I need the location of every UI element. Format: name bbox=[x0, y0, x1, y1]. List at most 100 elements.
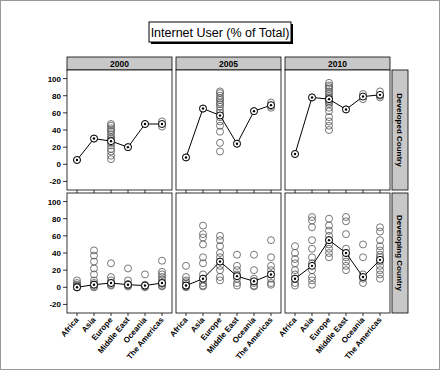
x-tick bbox=[363, 313, 364, 316]
line-marker bbox=[309, 94, 316, 101]
y-tick-label: 80 bbox=[52, 92, 61, 101]
point bbox=[142, 271, 149, 278]
line-marker-dot bbox=[362, 276, 364, 278]
line-marker bbox=[91, 135, 98, 142]
line-marker-dot bbox=[236, 275, 238, 277]
line-marker bbox=[360, 274, 367, 281]
line-marker-dot bbox=[127, 284, 129, 286]
line-marker-dot bbox=[236, 143, 238, 145]
x-tick bbox=[237, 313, 238, 316]
y-tick bbox=[63, 218, 67, 219]
point bbox=[377, 224, 384, 231]
line-marker bbox=[74, 157, 81, 164]
x-tick bbox=[220, 313, 221, 316]
point bbox=[183, 154, 190, 161]
line-marker-dot bbox=[219, 260, 221, 262]
x-tick bbox=[312, 313, 313, 316]
line-marker bbox=[292, 275, 299, 282]
point bbox=[343, 250, 350, 257]
line-marker bbox=[125, 281, 132, 288]
point bbox=[377, 228, 384, 235]
point bbox=[326, 215, 333, 222]
point bbox=[343, 214, 350, 221]
y-tick-label: 60 bbox=[52, 109, 61, 118]
point bbox=[200, 282, 207, 289]
line-marker bbox=[343, 250, 350, 257]
line-marker-dot bbox=[311, 265, 313, 267]
point bbox=[91, 258, 98, 265]
x-tick bbox=[203, 313, 204, 316]
point bbox=[268, 262, 275, 269]
point bbox=[125, 280, 132, 287]
point bbox=[326, 122, 333, 129]
panel-frame bbox=[67, 193, 172, 313]
point bbox=[377, 92, 384, 99]
point bbox=[217, 88, 224, 95]
point bbox=[360, 254, 367, 261]
y-tick-label: 40 bbox=[52, 126, 61, 135]
x-tick bbox=[380, 313, 381, 316]
point bbox=[108, 127, 115, 134]
point bbox=[377, 275, 384, 282]
point bbox=[268, 280, 275, 287]
line-marker-dot bbox=[328, 239, 330, 241]
point bbox=[377, 267, 384, 274]
line-marker-dot bbox=[294, 278, 296, 280]
x-tick bbox=[220, 190, 221, 193]
panel-frame bbox=[285, 70, 390, 190]
panel-marks bbox=[183, 222, 275, 291]
point bbox=[292, 275, 299, 282]
x-tick bbox=[94, 313, 95, 316]
line-marker-dot bbox=[161, 282, 163, 284]
line-marker-dot bbox=[270, 104, 272, 106]
point bbox=[234, 251, 241, 258]
line-marker bbox=[183, 282, 190, 289]
point bbox=[292, 151, 299, 158]
point bbox=[91, 281, 98, 288]
panel-marks bbox=[74, 118, 166, 164]
point bbox=[326, 127, 333, 134]
x-tick bbox=[295, 313, 296, 316]
line-marker-dot bbox=[144, 284, 146, 286]
x-tick bbox=[77, 313, 78, 316]
point bbox=[74, 284, 81, 291]
point bbox=[377, 247, 384, 254]
column-label: 2010 bbox=[328, 59, 347, 69]
column-label: 2005 bbox=[219, 59, 238, 69]
x-tick bbox=[380, 190, 381, 193]
column-strip bbox=[176, 57, 281, 70]
point bbox=[251, 108, 258, 115]
line-marker bbox=[108, 280, 115, 287]
line bbox=[77, 283, 162, 287]
point bbox=[234, 262, 241, 269]
line-marker-dot bbox=[76, 159, 78, 161]
panel-marks bbox=[183, 88, 275, 161]
x-tick bbox=[111, 313, 112, 316]
point bbox=[217, 258, 224, 265]
y-tick bbox=[63, 95, 67, 96]
x-tick bbox=[186, 190, 187, 193]
point bbox=[343, 218, 350, 225]
point bbox=[326, 237, 333, 244]
line-marker bbox=[125, 144, 132, 151]
row-label: Developing Country bbox=[395, 215, 404, 292]
point bbox=[183, 283, 190, 290]
point bbox=[326, 245, 333, 252]
x-tick-label: The Americas bbox=[343, 315, 384, 361]
title: Internet User (% of Total) bbox=[151, 26, 290, 40]
point bbox=[200, 222, 207, 229]
point bbox=[309, 277, 316, 284]
line-marker-dot bbox=[202, 278, 204, 280]
row-label: Developed Country bbox=[395, 93, 404, 167]
point bbox=[200, 241, 207, 248]
line-marker bbox=[183, 154, 190, 161]
point bbox=[125, 144, 132, 151]
point bbox=[217, 250, 224, 257]
point bbox=[108, 148, 115, 155]
column-strip bbox=[285, 57, 390, 70]
line-marker bbox=[74, 284, 81, 291]
line bbox=[295, 240, 380, 279]
line-marker-dot bbox=[76, 286, 78, 288]
line-marker-dot bbox=[270, 273, 272, 275]
point bbox=[268, 103, 275, 110]
